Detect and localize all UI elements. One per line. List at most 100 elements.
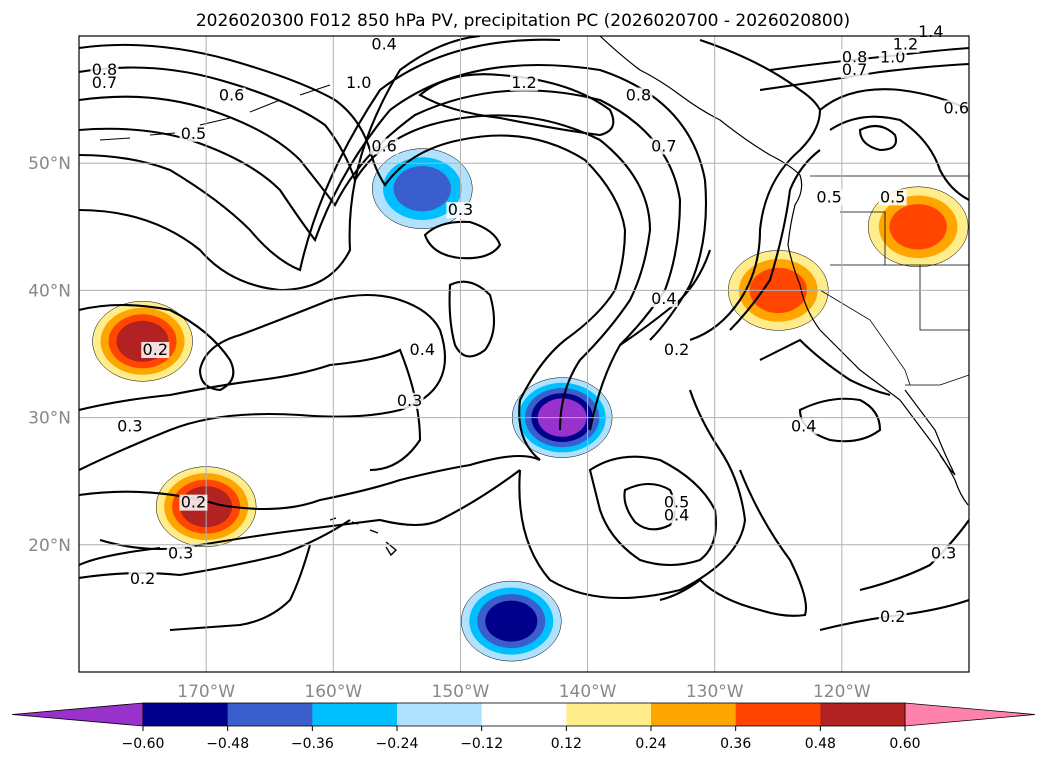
contour-label-halo: [395, 392, 424, 409]
pv-contour-line: [79, 519, 351, 580]
colorbar-tick-label: −0.60: [122, 736, 165, 752]
contour-label-halo: [408, 342, 437, 358]
colorbar-extend-low: [11, 702, 144, 727]
contour-label: 0.3: [168, 544, 193, 563]
colorbar-tick-label: −0.12: [460, 736, 503, 752]
contour-label: 0.6: [371, 136, 396, 155]
contour-label: 0.5: [880, 187, 905, 206]
contour-label: 0.7: [92, 73, 117, 92]
colorbar-tick-label: 0.36: [720, 736, 751, 752]
contour-label: 0.7: [651, 136, 676, 155]
contour-label: 0.3: [397, 391, 422, 410]
contour-label-halo: [878, 49, 907, 66]
pv-contour-line: [79, 38, 561, 272]
contour-label: 1.2: [511, 73, 536, 92]
contour-label: 0.3: [448, 200, 473, 219]
contour-label: 1.4: [918, 22, 943, 41]
pv-contour-layer: [79, 36, 969, 632]
colorbar-tick-label: 0.12: [551, 736, 582, 752]
pv-contour-line: [79, 36, 481, 292]
contour-label-halo: [878, 609, 907, 626]
mexico-border: [905, 374, 969, 386]
longitude-tick-labels: 170°W 160°W 150°W 140°W 130°W 120°W: [177, 682, 871, 702]
colorbar-frame: [142, 702, 906, 727]
map-background: [79, 36, 969, 672]
colorbar-tick-label: −0.48: [206, 736, 249, 752]
map-frame: [78, 35, 970, 673]
state-border: [919, 265, 969, 331]
contour-label-halo: [166, 545, 195, 562]
anomaly-fill-level: [485, 600, 538, 642]
latitude-tick-labels: 20°N 30°N 40°N 50°N: [28, 154, 71, 556]
anomaly-fill-level: [393, 165, 451, 212]
contour-label-halo: [662, 342, 691, 358]
pv-contour-line: [518, 389, 747, 600]
contour-label: 0.4: [371, 35, 396, 54]
pv-contour-line: [79, 89, 682, 431]
contour-label: 0.7: [842, 60, 867, 79]
contour-label-halo: [929, 545, 958, 562]
contour-label: 0.5: [816, 187, 841, 206]
contour-label-halo: [446, 202, 475, 219]
colorbar-bin: [566, 703, 652, 726]
colorbar-extend-high: [904, 702, 1036, 727]
contour-label-halo: [217, 87, 246, 104]
contour-label: 0.6: [219, 86, 244, 105]
alaska-coastline: [599, 36, 969, 506]
colorbar-bin: [735, 703, 821, 726]
latitude-tick-label: 20°N: [28, 536, 71, 556]
contour-label: 0.2: [130, 569, 155, 588]
contour-label-halo: [942, 100, 971, 117]
colorbar-bin: [143, 703, 229, 726]
pv-contour-line: [588, 455, 717, 567]
pv-contour-line: [859, 519, 969, 592]
contour-label: 0.8: [92, 60, 117, 79]
colorbar: −0.60 −0.48 −0.36 −0.24 −0.12 0.12 0.24 0.36 0.4…: [11, 702, 1036, 752]
pv-contour-line: [423, 220, 502, 260]
colorbar-bin: [481, 703, 567, 726]
contour-label-halo: [891, 36, 920, 53]
state-border: [819, 289, 911, 386]
pv-contour-line: [759, 62, 969, 92]
pv-contour-line: [858, 124, 897, 152]
contour-label: 0.4: [651, 289, 676, 308]
contour-label-halo: [370, 36, 399, 53]
colorbar-bin: [227, 703, 313, 726]
latitude-tick-label: 50°N: [28, 154, 71, 174]
contour-label-halo: [815, 189, 844, 206]
contour-label: 1.0: [346, 73, 371, 92]
contour-label-halo: [510, 74, 538, 91]
pv-contour-line: [79, 63, 708, 341]
contour-label: 0.5: [181, 124, 206, 143]
longitude-tick-label: 170°W: [177, 682, 235, 702]
contour-label-halo: [649, 291, 678, 308]
pv-contour-line: [699, 39, 821, 111]
contour-label-halo: [115, 418, 144, 435]
state-border: [840, 211, 969, 266]
contour-label: 0.3: [931, 544, 956, 563]
contour-label-halo: [128, 570, 157, 587]
colorbar-bin: [312, 703, 398, 726]
contour-label-halo: [878, 189, 907, 206]
colorbar-tick-label: −0.36: [291, 736, 334, 752]
contour-label-halo: [179, 125, 208, 142]
contour-label-halo: [90, 74, 119, 91]
pv-contour-line: [689, 88, 969, 341]
pv-contour-line: [79, 43, 627, 461]
contour-label-halo: [624, 87, 653, 104]
contour-label-halo: [370, 138, 399, 155]
pv-contour-line: [829, 115, 969, 201]
longitude-tick-label: 140°W: [559, 682, 617, 702]
contour-label: 0.2: [880, 607, 905, 626]
pv-contour-line: [418, 73, 615, 137]
contour-label: 0.2: [664, 340, 689, 359]
longitude-tick-label: 130°W: [686, 682, 744, 702]
pv-contour-line: [759, 338, 891, 397]
contour-label-halo: [789, 418, 818, 435]
contour-label: 0.4: [410, 340, 435, 359]
colorbar-bin: [820, 703, 906, 726]
longitude-tick-label: 120°W: [813, 682, 871, 702]
contour-label-halo: [840, 62, 869, 79]
contour-label: 0.2: [143, 340, 168, 359]
